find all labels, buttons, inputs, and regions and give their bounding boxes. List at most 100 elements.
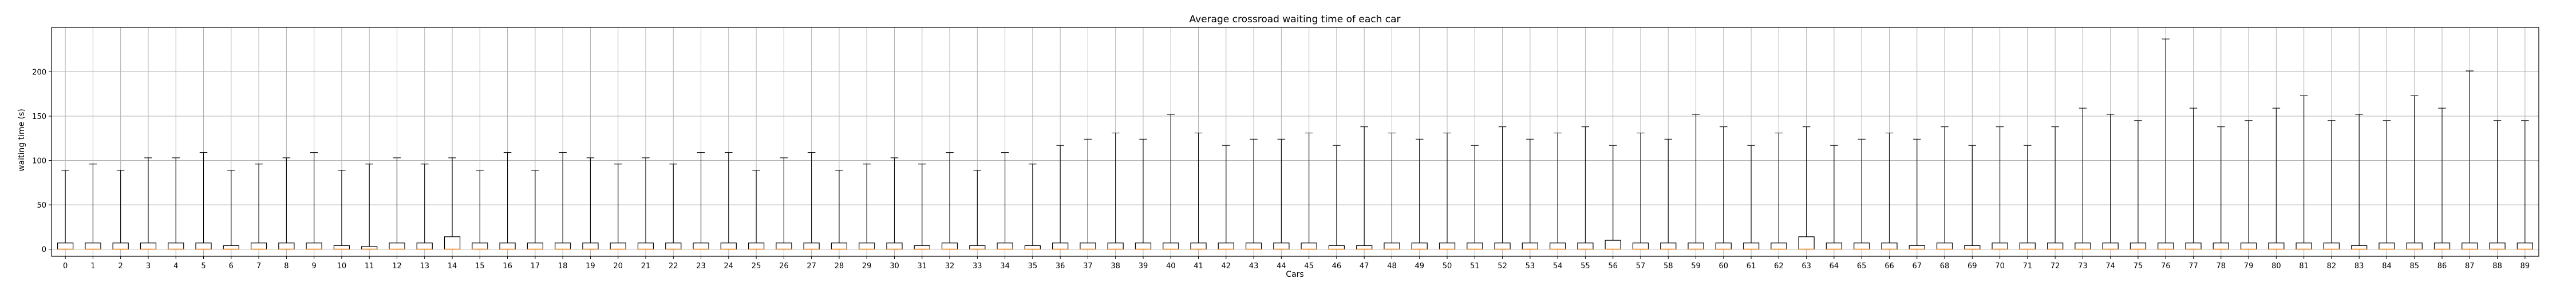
y-tick-label: 100 — [32, 157, 46, 166]
x-tick-label: 65 — [1857, 262, 1867, 271]
x-tick-label: 38 — [1111, 262, 1120, 271]
box — [1328, 245, 1345, 250]
box — [803, 243, 820, 250]
box — [1301, 243, 1317, 250]
x-tick-label: 47 — [1360, 262, 1369, 271]
box — [1577, 243, 1594, 250]
x-tick-label: 7 — [256, 262, 261, 271]
x-tick-label: 21 — [641, 262, 651, 271]
x-tick-label: 16 — [503, 262, 512, 271]
box — [2075, 243, 2091, 250]
x-tick-label: 22 — [669, 262, 678, 271]
x-tick-label: 87 — [2465, 262, 2475, 271]
x-tick-label: 9 — [311, 262, 316, 271]
x-tick-label: 60 — [1719, 262, 1729, 271]
box — [2240, 243, 2257, 250]
box — [2019, 243, 2036, 250]
box — [444, 236, 461, 250]
x-axis-label: Cars — [1286, 270, 1303, 279]
x-tick-label: 53 — [1526, 262, 1535, 271]
x-tick-label: 44 — [1277, 262, 1286, 271]
box — [941, 243, 958, 250]
x-tick-label: 2 — [118, 262, 123, 271]
box — [1024, 245, 1041, 250]
plot-frame — [51, 27, 2539, 257]
box — [499, 243, 516, 250]
box — [1467, 243, 1483, 250]
box — [416, 243, 433, 250]
x-tick-label: 52 — [1498, 262, 1507, 271]
x-tick-label: 62 — [1774, 262, 1784, 271]
y-axis-label: waiting time (s) — [17, 109, 26, 172]
box — [2268, 243, 2285, 250]
box — [969, 245, 986, 250]
box — [1494, 243, 1511, 250]
box — [831, 243, 848, 250]
x-tick-label: 23 — [696, 262, 706, 271]
x-tick-label: 20 — [613, 262, 623, 271]
x-tick-label: 5 — [201, 262, 206, 271]
box — [333, 245, 350, 250]
box — [389, 243, 405, 250]
x-tick-label: 80 — [2271, 262, 2281, 271]
x-tick-label: 77 — [2188, 262, 2198, 271]
box — [1964, 245, 1981, 250]
box — [1107, 243, 1124, 250]
box — [748, 243, 765, 250]
x-tick-label: 11 — [365, 262, 374, 271]
x-tick-label: 58 — [1664, 262, 1673, 271]
box — [2489, 243, 2506, 250]
box — [168, 243, 184, 250]
box — [1273, 243, 1290, 250]
x-tick-label: 40 — [1166, 262, 1176, 271]
box — [1550, 243, 1566, 250]
x-tick-label: 48 — [1387, 262, 1397, 271]
box — [1439, 243, 1456, 250]
x-tick-label: 70 — [1995, 262, 2005, 271]
box — [1356, 245, 1373, 250]
box — [2516, 243, 2533, 250]
x-tick-label: 72 — [2050, 262, 2060, 271]
box — [1218, 243, 1234, 250]
x-tick-label: 82 — [2327, 262, 2337, 271]
x-tick-label: 89 — [2520, 262, 2530, 271]
x-tick-label: 39 — [1139, 262, 1148, 271]
box — [2212, 243, 2229, 250]
box — [997, 243, 1013, 250]
x-tick-label: 76 — [2161, 262, 2171, 271]
x-tick-label: 69 — [1967, 262, 1977, 271]
y-axis-ticks: 0 50 100 150 200 — [32, 69, 52, 255]
x-tick-label: 28 — [835, 262, 844, 271]
x-tick-label: 26 — [779, 262, 789, 271]
box — [1605, 240, 1621, 250]
box — [278, 243, 295, 250]
box — [555, 243, 571, 250]
box — [693, 243, 709, 250]
x-axis-ticks: 0 1 2 3 4 5 6 7 8 9 10 11 12 13 14 15 16 17 18 19 20 21 22 23 24… — [63, 256, 2530, 271]
x-tick-label: 19 — [586, 262, 595, 271]
x-tick-label: 81 — [2299, 262, 2309, 271]
x-tick-label: 31 — [917, 262, 927, 271]
box — [1522, 243, 1538, 250]
box — [886, 243, 903, 250]
x-tick-label: 55 — [1581, 262, 1590, 271]
box — [720, 243, 737, 250]
box — [140, 243, 157, 250]
box — [665, 243, 682, 250]
box — [195, 243, 212, 250]
x-tick-label: 75 — [2134, 262, 2143, 271]
box — [1798, 236, 1815, 250]
x-tick-label: 10 — [337, 262, 347, 271]
y-tick-label: 0 — [42, 246, 46, 255]
box — [1052, 243, 1069, 250]
y-tick-label: 50 — [37, 201, 46, 210]
x-tick-label: 25 — [752, 262, 761, 271]
box — [250, 243, 267, 250]
box — [2129, 243, 2147, 250]
x-tick-label: 3 — [146, 262, 151, 271]
box — [472, 243, 488, 250]
x-tick-label: 14 — [448, 262, 457, 271]
x-tick-label: 83 — [2354, 262, 2364, 271]
box — [1715, 243, 1732, 250]
